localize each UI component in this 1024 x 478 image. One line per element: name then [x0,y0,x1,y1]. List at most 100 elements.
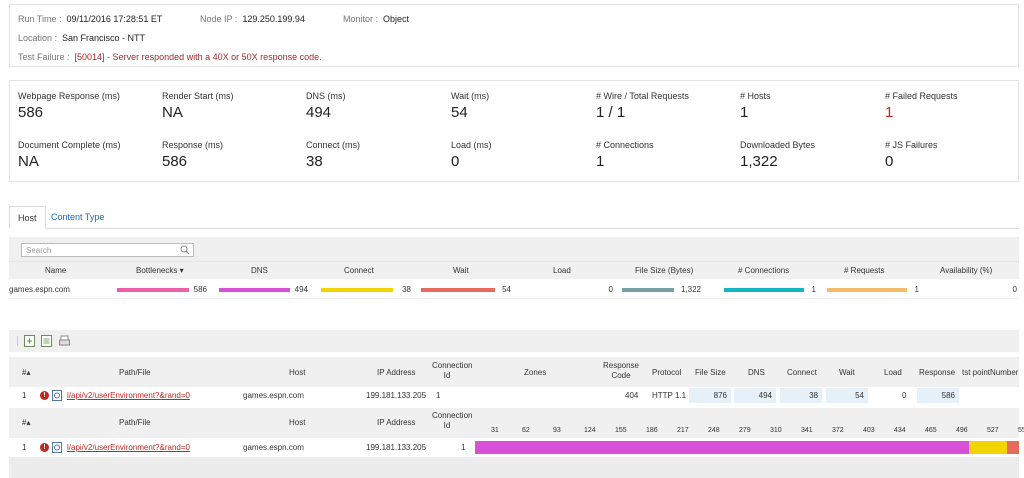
waterfall-header: #▴ Path/File Host IP Address Connection … [9,357,1019,387]
expand-icon[interactable] [24,335,35,347]
print-icon[interactable] [59,335,70,347]
timeline-bar-wait[interactable] [1007,441,1019,454]
dns-bar [219,288,290,292]
column-header-ip[interactable]: IP Address [377,418,416,427]
host-value: games.espn.com [243,391,304,400]
monitor-label: Monitor : [343,14,379,24]
column-header-point-number[interactable]: tst pointNumber [962,368,1019,377]
metric-value: 54 [451,104,468,121]
timeline-tick-label: 403 [863,427,875,434]
metric-js-failures: # JS Failures 0 [885,140,1024,170]
metric-label: # Hosts [740,91,771,101]
test-failure-row: Test Failure : [50014] - Server responded… [18,52,322,62]
connect-value: 38 [780,388,822,403]
wait-value: 54 [502,285,511,294]
bottlenecks-value: 586 [193,285,207,294]
waterfall-toolbar [9,330,1019,352]
dns-value: 494 [734,388,776,403]
column-header-name[interactable]: Name [45,266,67,275]
tab-content-type[interactable]: Content Type [51,212,105,222]
metric-webpage-response: Webpage Response (ms) 586 [18,91,158,121]
error-icon: ! [40,443,49,452]
ip-value: 199.181.133.205 [366,391,427,400]
column-header-load[interactable]: Load [884,368,902,377]
metric-document-complete: Document Complete (ms) NA [18,140,158,170]
column-header-connection-id[interactable]: Connection Id [432,411,473,430]
table-row[interactable]: 1 ! l/api/v2/userEnvironment?&rand=0 gam… [9,387,1019,404]
host-name: games.espn.com [9,285,70,294]
column-header-connection-id[interactable]: Connection Id [432,361,473,380]
host-table-header: Name Bottlenecks ▾ DNS Connect Wait Load… [9,261,1019,279]
host-toolbar [9,237,1019,261]
column-header-host[interactable]: Host [289,368,306,377]
run-time-row: Run Time : 09/11/2016 17:28:51 ET [18,14,162,24]
column-header-connect[interactable]: Connect [344,266,374,275]
error-icon: ! [40,391,49,400]
column-header-file-size[interactable]: File Size [695,368,726,377]
timeline-bar-connect[interactable] [969,441,1007,454]
timeline-tick-label: 31 [491,427,499,434]
metric-value: 1,322 [740,153,778,170]
column-header-connections[interactable]: # Connections [738,266,790,275]
connect-value: 38 [402,285,411,294]
column-header-load[interactable]: Load [553,266,571,275]
metric-connections: # Connections 1 [596,140,736,170]
location-label: Location : [18,33,58,43]
column-header-ip[interactable]: IP Address [377,368,416,377]
node-ip-row: Node IP : 129.250.199.94 [200,14,305,24]
timeline-tick-label: 279 [739,427,751,434]
column-header-response[interactable]: Response [919,368,956,377]
column-header-file-size[interactable]: File Size (Bytes) [635,266,694,275]
column-header-number[interactable]: #▴ [22,418,31,427]
column-header-number[interactable]: #▴ [22,368,31,377]
column-header-wait[interactable]: Wait [453,266,469,275]
column-header-requests[interactable]: # Requests [844,266,885,275]
wait-bar [421,288,495,292]
column-header-path[interactable]: Path/File [119,418,151,427]
column-header-path[interactable]: Path/File [119,368,151,377]
load-value: 0 [608,285,613,294]
metric-failed-requests: # Failed Requests 1 [885,91,1024,121]
host-table: Name Bottlenecks ▾ DNS Connect Wait Load… [9,237,1019,305]
timeline-tick-label: 465 [925,427,937,434]
metric-value: 1 [740,104,749,121]
export-icon[interactable] [41,335,52,347]
connections-bar [724,288,804,292]
waterfall-table: #▴ Path/File Host IP Address Connection … [9,330,1024,478]
dns-value: 494 [294,285,308,294]
file-icon [52,442,62,453]
monitor-value: Object [383,14,410,24]
metric-dns: DNS (ms) 494 [306,91,446,121]
metric-label: # Failed Requests [885,91,958,101]
table-row[interactable]: games.espn.com 586 494 38 54 0 1,322 1 1… [9,281,1019,299]
column-header-connect[interactable]: Connect [787,368,817,377]
bottlenecks-bar [117,288,189,292]
host-value: games.espn.com [243,443,304,452]
tab-host[interactable]: Host [9,206,46,229]
column-header-protocol[interactable]: Protocol [652,368,682,377]
metric-value: 586 [18,104,44,121]
metric-label: # JS Failures [885,140,938,150]
path-link[interactable]: l/api/v2/userEnvironment?&rand=0 [67,443,190,452]
timeline-tick-label: 341 [801,427,813,434]
test-failure-value: [50014] - Server responded with a 40X or… [74,52,322,62]
column-header-host[interactable]: Host [289,418,306,427]
column-header-zones[interactable]: Zones [524,368,547,377]
timeline-bar-dns[interactable] [475,441,969,454]
column-header-wait[interactable]: Wait [839,368,855,377]
table-row[interactable]: 1 ! l/api/v2/userEnvironment?&rand=0 gam… [9,439,1019,456]
search-input[interactable] [21,243,194,257]
test-failure-label: Test Failure : [18,52,70,62]
metric-value: NA [18,153,39,170]
path-link[interactable]: l/api/v2/userEnvironment?&rand=0 [67,391,190,400]
file-size-bar [622,288,674,292]
metric-value: 38 [306,153,323,170]
search-icon[interactable] [180,245,190,255]
column-header-availability[interactable]: Availability (%) [940,266,993,275]
column-header-dns[interactable]: DNS [251,266,268,275]
run-time-value: 09/11/2016 17:28:51 ET [66,14,163,24]
metric-hosts: # Hosts 1 [740,91,880,121]
column-header-bottlenecks[interactable]: Bottlenecks ▾ [136,266,184,275]
column-header-response-code[interactable]: Response Code [602,361,640,380]
column-header-dns[interactable]: DNS [748,368,765,377]
